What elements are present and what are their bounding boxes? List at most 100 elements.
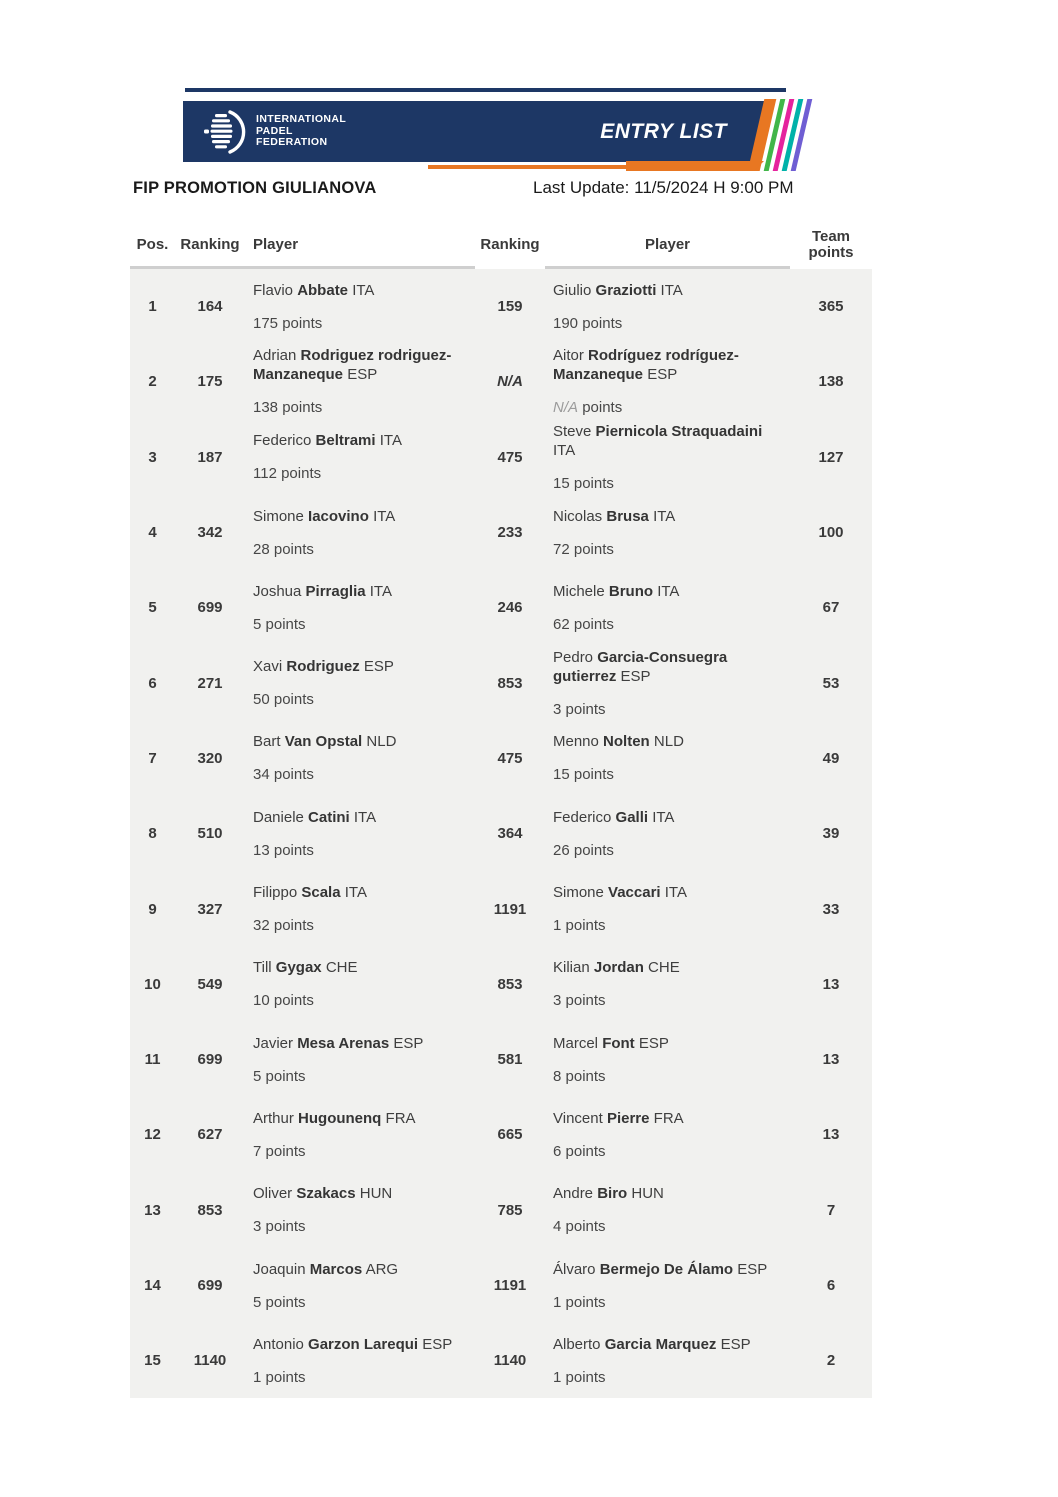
ranking-cell-1: 699 bbox=[197, 1277, 223, 1294]
ranking-cell-2: 1140 bbox=[493, 1352, 527, 1370]
table-row: 3 187 Federico Beltrami ITA 112 points 4… bbox=[130, 420, 872, 495]
player-name: Michele Bruno ITA bbox=[553, 582, 680, 600]
points-label: points bbox=[573, 474, 614, 492]
column-header-ranking-1: Ranking bbox=[180, 236, 240, 253]
ranking-cell-2: 364 bbox=[497, 825, 523, 843]
table-row: 6 271 Xavi Rodriguez ESP 50 points 853 P… bbox=[130, 645, 872, 720]
ranking-cell-1: 699 bbox=[197, 599, 223, 617]
player-points: 32 points bbox=[253, 917, 314, 935]
player-cell-1: Joshua Pirraglia ITA 5 points bbox=[245, 570, 475, 645]
player-name: Nicolas Brusa ITA bbox=[553, 507, 676, 525]
team-points-cell: 13 bbox=[822, 975, 840, 993]
player-cell-2: Aitor Rodríguez rodríguez-Manzaneque ESP… bbox=[545, 344, 790, 419]
column-header-player-1: Player bbox=[253, 236, 299, 253]
team-points-cell: 67 bbox=[822, 599, 840, 617]
player-cell-1: Daniele Catini ITA 13 points bbox=[245, 796, 475, 871]
table-row: 15 1140 Antonio Garzon Larequi ESP 1 poi… bbox=[130, 1323, 872, 1398]
ipf-logo: INTERNATIONAL PADEL FEDERATION bbox=[203, 110, 346, 154]
position-cell: 4 bbox=[148, 524, 157, 542]
player-cell-2: Michele Bruno ITA 62 points bbox=[545, 570, 790, 645]
position-cell: 3 bbox=[148, 448, 157, 466]
player-name: Aitor Rodríguez rodríguez-Manzaneque ESP bbox=[553, 347, 739, 384]
orange-underline-thick bbox=[626, 161, 764, 171]
position-cell: 12 bbox=[144, 1126, 161, 1144]
position-cell: 9 bbox=[148, 900, 157, 918]
player-cell-1: Xavi Rodriguez ESP 50 points bbox=[245, 645, 475, 720]
position-cell: 11 bbox=[144, 1051, 161, 1069]
player-points: 138 points bbox=[253, 399, 323, 417]
player-name: Joshua Pirraglia ITA bbox=[253, 582, 392, 600]
player-points: 5 points bbox=[253, 1067, 306, 1085]
team-points-cell: 49 bbox=[822, 749, 840, 767]
table-row: 12 627 Arthur Hugounenq FRA 7 points 665… bbox=[130, 1097, 872, 1172]
table-row: 10 549 Till Gygax CHE 10 points 853 Kili… bbox=[130, 947, 872, 1022]
position-cell: 13 bbox=[144, 1201, 161, 1219]
team-points-cell: 127 bbox=[818, 448, 844, 466]
player-cell-1: Filippo Scala ITA 32 points bbox=[245, 871, 475, 946]
player-cell-2: Kilian Jordan CHE 3 points bbox=[545, 947, 790, 1022]
player-points: 112 points bbox=[253, 465, 322, 483]
player-name: Giulio Graziotti ITA bbox=[553, 281, 683, 299]
table-row: 8 510 Daniele Catini ITA 13 points 364 F… bbox=[130, 796, 872, 871]
points-label: points bbox=[573, 766, 614, 784]
player-cell-2: Andre Biro HUN 4 points bbox=[545, 1173, 790, 1248]
team-points-cell: 33 bbox=[822, 900, 840, 918]
team-points-cell: 100 bbox=[818, 524, 844, 542]
table-row: 9 327 Filippo Scala ITA 32 points 1191 S… bbox=[130, 871, 872, 946]
points-label: points bbox=[282, 399, 323, 417]
player-points: 26 points bbox=[553, 841, 614, 859]
points-label: points bbox=[565, 1218, 606, 1236]
points-label: points bbox=[273, 992, 314, 1010]
team-points-cell: 53 bbox=[822, 674, 840, 692]
player-name: Pedro Garcia-Consuegra gutierrez ESP bbox=[553, 648, 728, 685]
player-points: 175 points bbox=[253, 314, 323, 332]
column-header-team-points: Team points bbox=[808, 228, 854, 261]
table-row: 7 320 Bart Van Opstal NLD 34 points 475 … bbox=[130, 721, 872, 796]
player-name: Federico Beltrami ITA bbox=[253, 432, 402, 450]
player-points: 62 points bbox=[553, 615, 614, 633]
ranking-cell-2: 665 bbox=[497, 1126, 523, 1144]
position-cell: 1 bbox=[148, 298, 157, 316]
points-label: points bbox=[565, 992, 606, 1010]
ranking-cell-1: 342 bbox=[197, 524, 223, 542]
ranking-cell-1: 327 bbox=[197, 900, 223, 918]
table-row: 11 699 Javier Mesa Arenas ESP 5 points 5… bbox=[130, 1022, 872, 1097]
orange-underline-thin bbox=[428, 165, 626, 169]
ranking-cell-2: 475 bbox=[497, 749, 523, 767]
points-label: points bbox=[265, 1293, 306, 1311]
player-name: Arthur Hugounenq FRA bbox=[253, 1109, 416, 1127]
ranking-cell-1: 175 bbox=[197, 373, 223, 391]
team-points-cell: 13 bbox=[822, 1051, 840, 1069]
ipf-ball-icon bbox=[203, 110, 247, 154]
points-label: points bbox=[273, 540, 314, 558]
player-points: 3 points bbox=[553, 992, 606, 1010]
player-cell-2: Nicolas Brusa ITA 72 points bbox=[545, 495, 790, 570]
player-cell-2: Alberto Garcia Marquez ESP 1 points bbox=[545, 1323, 790, 1398]
player-name: Vincent Pierre FRA bbox=[553, 1109, 684, 1127]
player-cell-2: Simone Vaccari ITA 1 points bbox=[545, 871, 790, 946]
player-points: 72 points bbox=[553, 540, 614, 558]
player-cell-2: Giulio Graziotti ITA 190 points bbox=[545, 269, 790, 344]
player-points: 15 points bbox=[553, 766, 614, 784]
player-name: Oliver Szakacs HUN bbox=[253, 1185, 393, 1203]
ipf-logo-text: INTERNATIONAL PADEL FEDERATION bbox=[256, 113, 347, 149]
table-row: 1 164 Flavio Abbate ITA 175 points 159 G… bbox=[130, 269, 872, 344]
player-points: 15 points bbox=[553, 474, 614, 492]
ranking-cell-1: 271 bbox=[197, 674, 223, 692]
player-cell-2: Menno Nolten NLD 15 points bbox=[545, 721, 790, 796]
header-banner: INTERNATIONAL PADEL FEDERATION ENTRY LIS… bbox=[183, 101, 775, 162]
banner-top-line bbox=[185, 88, 786, 92]
player-name: Federico Galli ITA bbox=[553, 808, 675, 826]
column-header-pos: Pos. bbox=[136, 236, 169, 253]
ranking-cell-1: 699 bbox=[197, 1051, 223, 1069]
points-label: points bbox=[282, 314, 323, 332]
player-points: 1 points bbox=[553, 1293, 606, 1311]
player-points: N/A points bbox=[553, 399, 623, 417]
player-points: 50 points bbox=[253, 691, 314, 709]
table-row: 4 342 Simone Iacovino ITA 28 points 233 … bbox=[130, 495, 872, 570]
decor-color-stripes bbox=[747, 99, 813, 171]
player-points: 5 points bbox=[253, 615, 306, 633]
player-points: 190 points bbox=[553, 314, 623, 332]
points-label: points bbox=[565, 917, 606, 935]
